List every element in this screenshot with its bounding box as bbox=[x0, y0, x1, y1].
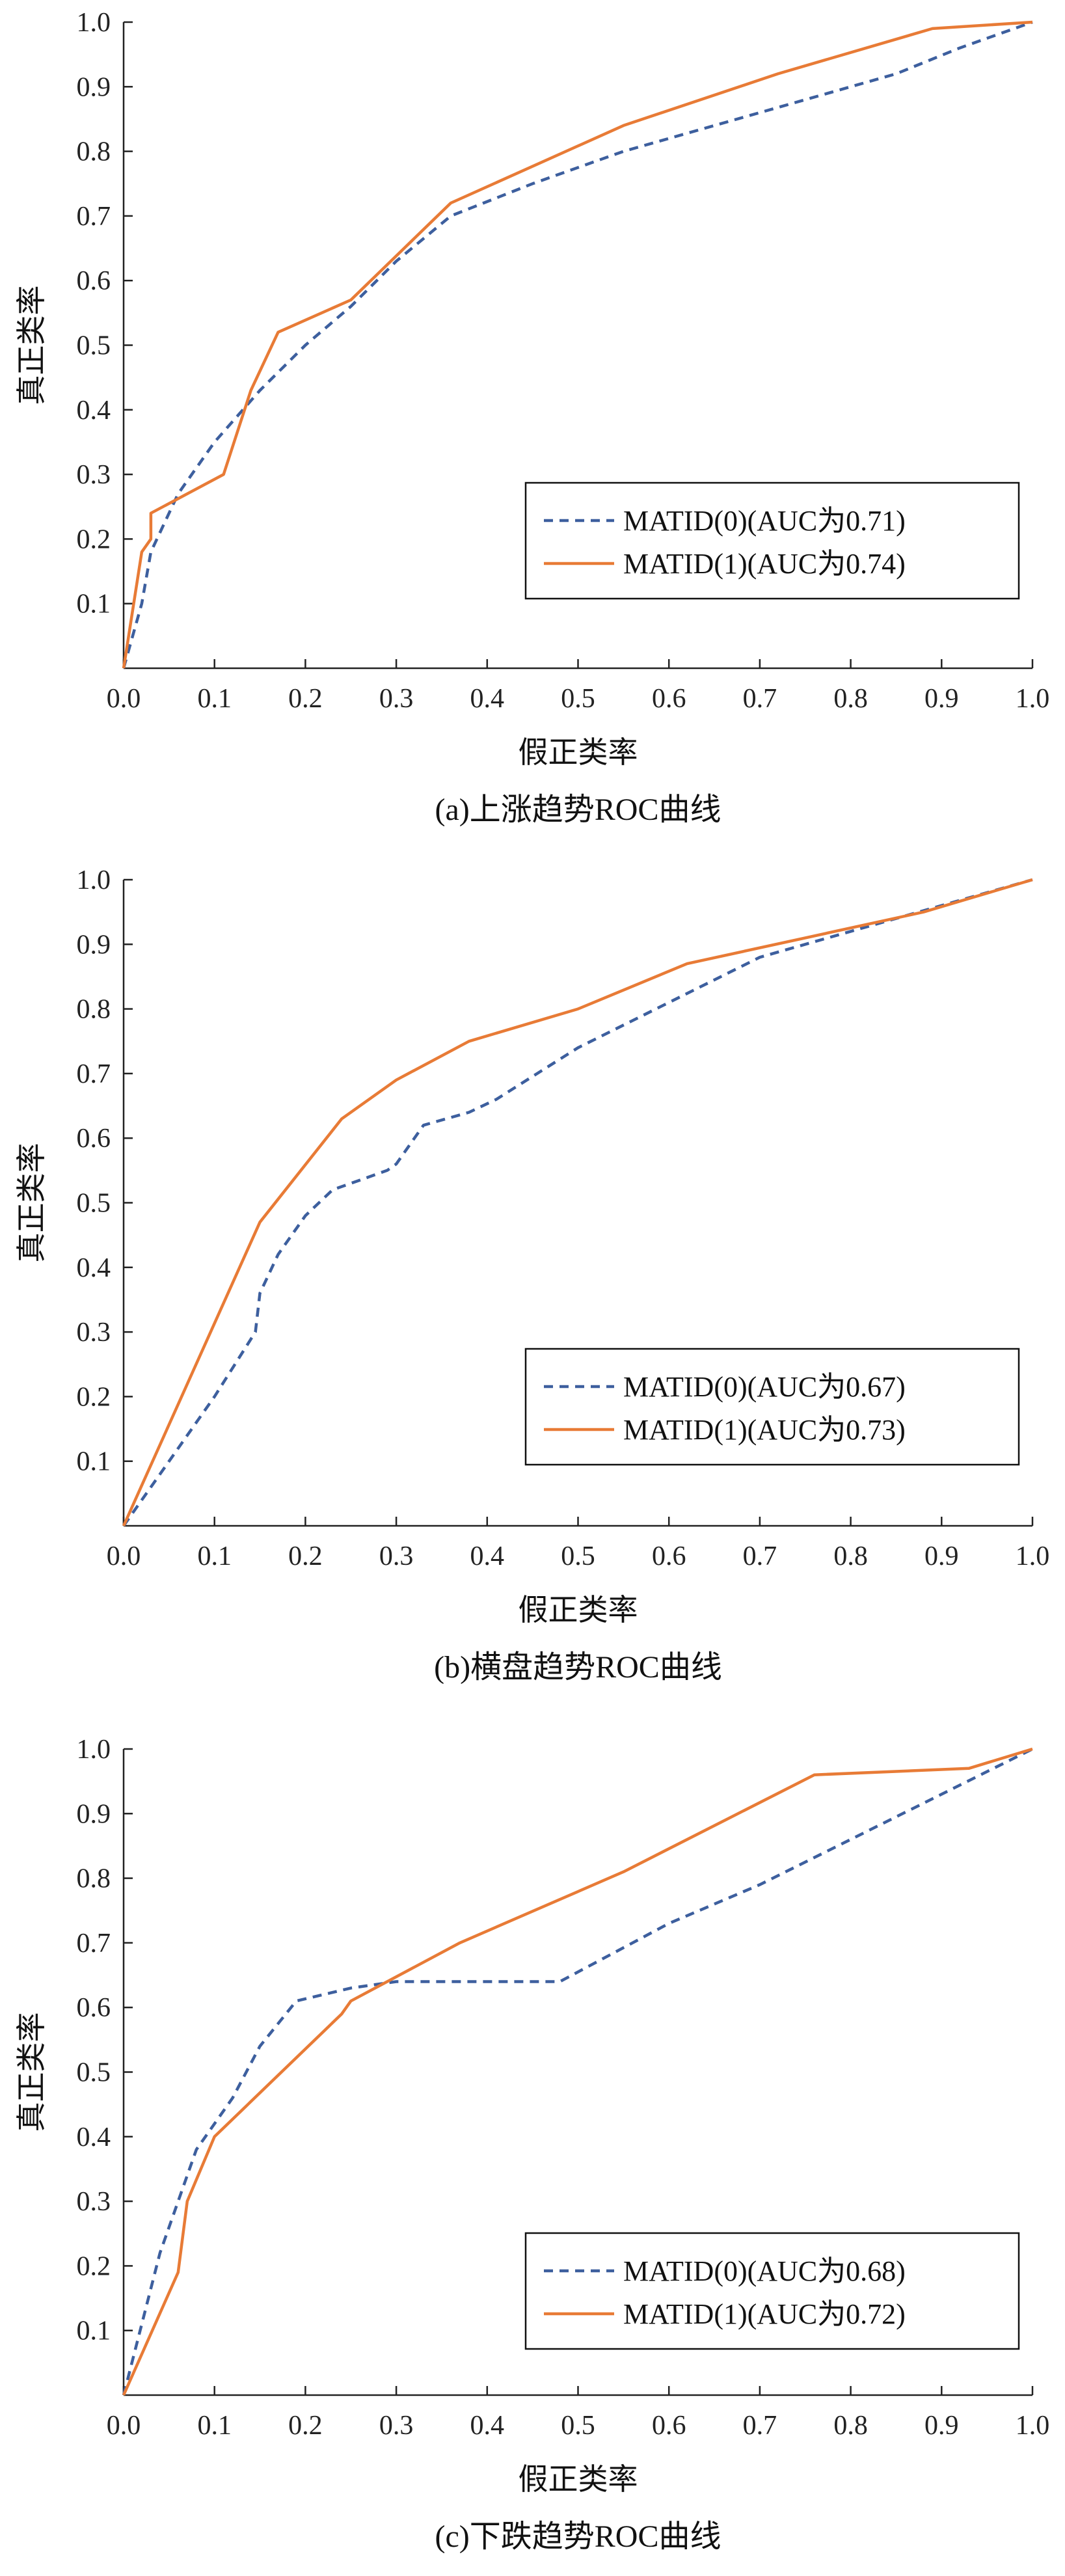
y-tick-label: 0.8 bbox=[77, 137, 111, 167]
y-tick-label: 0.8 bbox=[77, 995, 111, 1025]
legend-label: MATID(0)(AUC为0.67) bbox=[623, 1371, 906, 1403]
x-tick-label: 0.6 bbox=[652, 684, 686, 714]
legend: MATID(0)(AUC为0.68) MATID(1)(AUC为0.72) bbox=[524, 2232, 1020, 2350]
y-tick-label: 0.3 bbox=[77, 2187, 111, 2217]
y-tick-label: 0.8 bbox=[77, 1864, 111, 1894]
y-tick-label: 0.9 bbox=[77, 72, 111, 102]
x-tick-label: 1.0 bbox=[1016, 2411, 1050, 2441]
y-axis-title: 真正类率 bbox=[14, 286, 49, 405]
y-tick-label: 0.1 bbox=[77, 2316, 111, 2346]
y-tick-label: 0.3 bbox=[77, 1318, 111, 1348]
x-tick-label: 0.9 bbox=[924, 2411, 959, 2441]
figure-caption: (c)下跌趋势ROC曲线 bbox=[435, 2519, 721, 2554]
legend-box bbox=[524, 1348, 1020, 1466]
figure-caption: (a)上涨趋势ROC曲线 bbox=[435, 793, 721, 827]
x-tick-label: 0.0 bbox=[107, 684, 141, 714]
y-tick-label: 1.0 bbox=[77, 8, 111, 38]
y-axis-title: 真正类率 bbox=[14, 2013, 49, 2132]
x-tick-label: 0.2 bbox=[288, 2411, 323, 2441]
y-tick-label: 0.4 bbox=[77, 2122, 111, 2152]
x-tick-label: 0.6 bbox=[652, 2411, 686, 2441]
chart-panel-2: 0.0 0.1 0.2 0.3 0.4 0.5 0.6 0.7 0.8 0.9 1.0 0.1 0.2 0… bbox=[14, 865, 1049, 1685]
legend-label: MATID(0)(AUC为0.71) bbox=[623, 505, 906, 537]
y-tick-label: 0.2 bbox=[77, 1382, 111, 1412]
x-tick-label: 0.7 bbox=[743, 1541, 777, 1571]
legend-label: MATID(1)(AUC为0.74) bbox=[623, 548, 906, 580]
y-tick-label: 0.5 bbox=[77, 331, 111, 361]
legend-label: MATID(0)(AUC为0.68) bbox=[623, 2255, 906, 2287]
y-tick-label: 0.1 bbox=[77, 590, 111, 619]
series-line-matid-0 bbox=[122, 878, 1033, 1527]
x-tick-label: 0.3 bbox=[379, 1541, 414, 1571]
y-tick-label: 1.0 bbox=[77, 865, 111, 895]
x-tick-label: 0.0 bbox=[107, 2411, 141, 2441]
x-tick-label: 0.4 bbox=[470, 1541, 505, 1571]
y-tick-label: 0.2 bbox=[77, 524, 111, 554]
x-tick-label: 0.5 bbox=[561, 684, 595, 714]
y-tick-label: 0.2 bbox=[77, 2251, 111, 2281]
y-tick-label: 0.4 bbox=[77, 1253, 111, 1283]
x-tick-label: 0.8 bbox=[833, 1541, 868, 1571]
x-tick-label: 0.9 bbox=[924, 1541, 959, 1571]
x-tick-label: 0.4 bbox=[470, 2411, 505, 2441]
y-tick-label: 0.4 bbox=[77, 396, 111, 426]
x-tick-label: 0.7 bbox=[743, 2411, 777, 2441]
x-tick-label: 0.2 bbox=[288, 1541, 323, 1571]
y-tick-label: 0.7 bbox=[77, 1059, 111, 1089]
y-tick-label: 0.9 bbox=[77, 1799, 111, 1829]
x-tick-label: 0.8 bbox=[833, 2411, 868, 2441]
chart-panel-1: 0.0 0.1 0.2 0.3 0.4 0.5 0.6 0.7 0.8 0.9 1.0 0.1 0.2 0… bbox=[14, 8, 1049, 827]
series-line-matid-0 bbox=[122, 20, 1033, 669]
y-axis-title: 真正类率 bbox=[14, 1143, 49, 1263]
y-tick-label: 0.5 bbox=[77, 2058, 111, 2088]
x-tick-label: 1.0 bbox=[1016, 1541, 1050, 1571]
chart-panel-3: 0.0 0.1 0.2 0.3 0.4 0.5 0.6 0.7 0.8 0.9 1.0 0.1 0.2 0… bbox=[14, 1735, 1049, 2554]
x-tick-label: 0.1 bbox=[197, 684, 232, 714]
y-tick-label: 0.6 bbox=[77, 266, 111, 296]
x-tick-label: 0.7 bbox=[743, 684, 777, 714]
legend: MATID(0)(AUC为0.71) MATID(1)(AUC为0.74) bbox=[524, 481, 1020, 600]
x-tick-label: 0.6 bbox=[652, 1541, 686, 1571]
legend-label: MATID(1)(AUC为0.73) bbox=[623, 1414, 906, 1446]
y-tick-label: 0.9 bbox=[77, 930, 111, 960]
x-tick-label: 0.4 bbox=[470, 684, 505, 714]
x-tick-label: 0.5 bbox=[561, 1541, 595, 1571]
figure-caption: (b)横盘趋势ROC曲线 bbox=[434, 1650, 722, 1685]
x-tick-label: 0.9 bbox=[924, 684, 959, 714]
y-tick-label: 0.1 bbox=[77, 1447, 111, 1477]
y-tick-label: 0.7 bbox=[77, 1929, 111, 1959]
x-tick-label: 0.1 bbox=[197, 2411, 232, 2441]
y-tick-label: 0.3 bbox=[77, 460, 111, 490]
y-tick-label: 0.6 bbox=[77, 1993, 111, 2023]
series-line-matid-1 bbox=[122, 20, 1033, 669]
x-tick-label: 1.0 bbox=[1016, 684, 1050, 714]
y-tick-label: 0.5 bbox=[77, 1189, 111, 1219]
x-axis-title: 假正类率 bbox=[519, 735, 638, 770]
x-tick-label: 0.5 bbox=[561, 2411, 595, 2441]
y-tick-label: 1.0 bbox=[77, 1735, 111, 1765]
legend-box bbox=[524, 2232, 1020, 2350]
legend: MATID(0)(AUC为0.67) MATID(1)(AUC为0.73) bbox=[524, 1348, 1020, 1466]
x-tick-label: 0.3 bbox=[379, 2411, 414, 2441]
y-tick-label: 0.7 bbox=[77, 202, 111, 232]
x-tick-label: 0.8 bbox=[833, 684, 868, 714]
x-tick-label: 0.1 bbox=[197, 1541, 232, 1571]
x-tick-label: 0.0 bbox=[107, 1541, 141, 1571]
legend-box bbox=[524, 481, 1020, 600]
x-tick-label: 0.3 bbox=[379, 684, 414, 714]
x-axis-title: 假正类率 bbox=[519, 1592, 638, 1627]
series-line-matid-1 bbox=[122, 878, 1033, 1526]
x-tick-label: 0.2 bbox=[288, 684, 323, 714]
legend-label: MATID(1)(AUC为0.72) bbox=[623, 2298, 906, 2330]
y-tick-label: 0.6 bbox=[77, 1124, 111, 1154]
series-line-matid-0 bbox=[122, 1747, 1034, 2396]
x-axis-title: 假正类率 bbox=[519, 2461, 638, 2497]
series-line-matid-1 bbox=[122, 1747, 1033, 2396]
